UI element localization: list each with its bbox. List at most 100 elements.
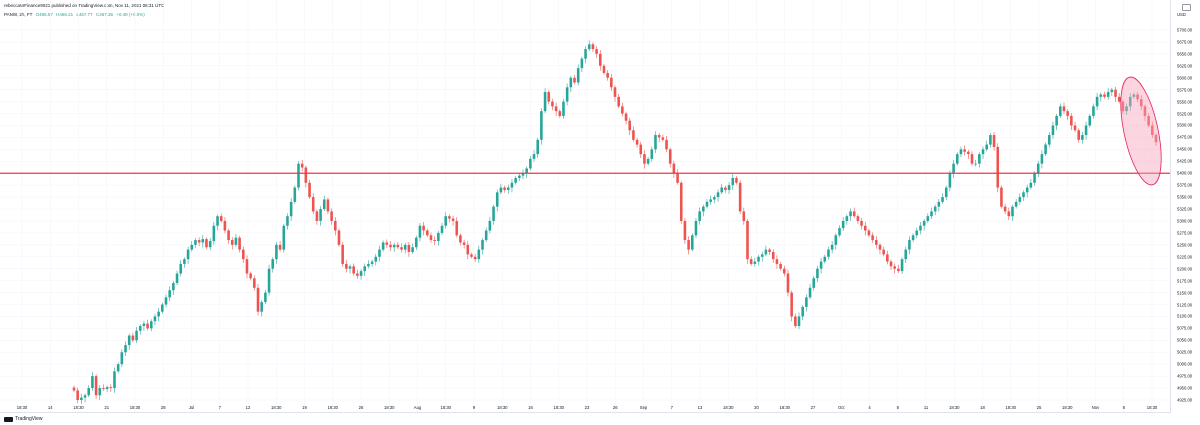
symbol-label: PANW, 2h, FT	[4, 12, 33, 17]
candle	[959, 146, 963, 157]
candle	[573, 74, 576, 85]
candle	[135, 326, 138, 344]
tradingview-logo-icon	[4, 416, 13, 422]
candle	[1011, 204, 1014, 221]
candle	[532, 150, 536, 162]
candle	[197, 237, 201, 247]
price-tick-label: 5175.00	[1177, 278, 1193, 284]
tradingview-brand-text: TradingView	[15, 416, 43, 422]
price-tick-label: 5300.00	[1177, 218, 1193, 224]
candle	[558, 109, 562, 118]
chart-settings-icon[interactable]	[1182, 4, 1191, 11]
candle	[433, 236, 436, 245]
candle	[889, 259, 893, 271]
candle	[702, 204, 705, 217]
price-tick-label: 4975.00	[1177, 373, 1193, 379]
price-tick-label: 5575.00	[1177, 87, 1193, 93]
candle	[591, 42, 595, 52]
price-chart[interactable]	[0, 0, 1170, 412]
candle	[783, 265, 786, 277]
candle	[389, 241, 392, 252]
tradingview-logo[interactable]: TradingView	[4, 416, 43, 422]
candle	[775, 255, 779, 269]
candle	[830, 241, 834, 254]
candle	[801, 304, 804, 321]
candle	[326, 197, 330, 215]
candle	[1062, 102, 1066, 115]
candle	[621, 102, 624, 117]
time-tick-label: 8	[896, 405, 899, 410]
candle	[963, 145, 966, 156]
candle	[760, 251, 764, 262]
candle	[282, 223, 286, 253]
candle	[808, 283, 812, 300]
candle	[1036, 160, 1040, 178]
candle	[1007, 207, 1011, 221]
candle	[72, 385, 76, 393]
candle	[422, 221, 425, 236]
candle	[786, 269, 790, 297]
candle	[1132, 92, 1136, 99]
candle	[194, 238, 197, 248]
candle	[105, 385, 109, 392]
candle	[462, 239, 466, 249]
candle	[1147, 113, 1150, 128]
time-tick-label: 18:30	[497, 405, 508, 410]
candle	[1014, 199, 1018, 209]
time-tick-label: 18:30	[16, 405, 28, 410]
ohlc-low: L467.77	[76, 12, 93, 17]
price-tick-label: 5550.00	[1177, 99, 1193, 105]
candle	[771, 249, 775, 263]
candle	[289, 198, 293, 221]
candle	[1022, 190, 1025, 201]
candle	[190, 241, 194, 252]
time-tick-label: 9	[472, 405, 476, 410]
candle	[602, 63, 606, 75]
candle	[897, 264, 900, 274]
candle	[138, 324, 142, 335]
price-tick-label: 5450.00	[1177, 146, 1193, 152]
time-tick-label: 21	[104, 405, 110, 410]
candle	[374, 253, 378, 266]
time-tick-label: 18:30	[384, 405, 395, 410]
candle	[216, 214, 219, 231]
time-tick-label: 18:30	[553, 405, 564, 410]
candle	[1125, 103, 1128, 115]
candle	[304, 165, 308, 188]
candle	[551, 98, 554, 111]
candle	[227, 228, 230, 244]
candle	[1018, 193, 1022, 205]
candle	[746, 219, 749, 264]
price-tick-label: 5700.00	[1177, 27, 1193, 33]
candle	[1059, 103, 1062, 118]
price-tick-label: 5325.00	[1177, 206, 1193, 212]
candle	[1066, 109, 1069, 120]
candle	[1110, 87, 1114, 96]
candle	[944, 185, 948, 200]
candle	[76, 387, 79, 403]
candle	[974, 159, 977, 167]
candle	[1143, 104, 1147, 121]
candle	[580, 56, 584, 73]
candle	[381, 240, 385, 252]
highlight-ellipse[interactable]	[1113, 74, 1169, 189]
candle	[521, 169, 525, 180]
candle	[322, 195, 326, 211]
candle	[208, 238, 212, 251]
candle	[933, 204, 937, 216]
candle	[242, 246, 245, 263]
candle	[661, 134, 665, 142]
candle	[584, 46, 587, 64]
ohlc-high: H466.21	[56, 12, 74, 17]
candle	[757, 254, 760, 266]
candle	[518, 172, 521, 181]
candle	[819, 257, 823, 274]
price-tick-label: 4925.00	[1177, 397, 1193, 403]
candle	[646, 156, 650, 166]
candle	[742, 207, 746, 225]
candle	[1136, 91, 1139, 103]
time-tick-label: 16	[528, 405, 533, 410]
candle	[926, 213, 930, 223]
candle	[875, 236, 878, 249]
candle	[841, 217, 845, 231]
